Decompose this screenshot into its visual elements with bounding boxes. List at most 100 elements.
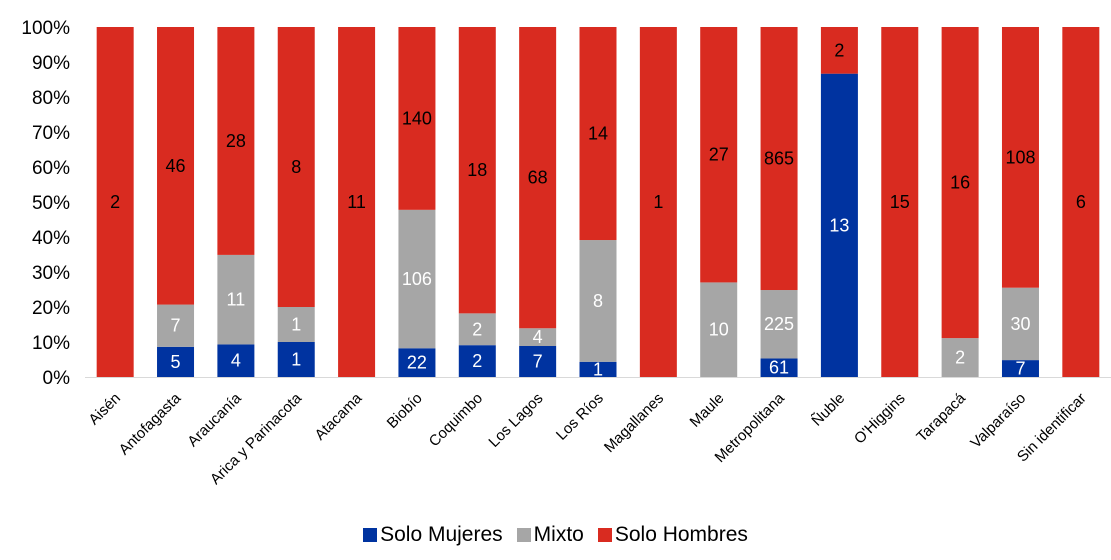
bar-segment [820,27,858,74]
data-label: 27 [709,145,729,165]
bar-segment [700,27,738,283]
bar-segment [458,313,496,346]
data-label: 2 [955,348,965,368]
bar-segment [941,27,979,339]
x-tick-label: Valparaíso [967,390,1029,452]
x-tick-label: Ñuble [808,390,848,430]
data-label: 1 [291,315,301,335]
data-label: 140 [402,108,432,128]
bar-segment [217,254,255,345]
bar-segment [881,27,919,377]
data-label: 4 [533,327,543,347]
bar-segment [96,27,134,377]
x-tick-label: O'Higgins [851,390,909,448]
bar-segment [277,307,315,342]
legend-label: Solo Hombres [614,523,748,546]
data-label: 16 [950,173,970,193]
data-label: 10 [709,320,729,340]
data-label: 225 [764,314,794,334]
bar-segment [157,27,195,305]
data-label: 22 [407,353,427,373]
bar-segment [157,346,195,377]
x-tick-label: Los Ríos [553,390,607,444]
bar-segment [579,361,617,377]
bar-segment [519,328,557,346]
legend-label: Solo Mujeres [380,523,503,546]
x-tick-label: Atacama [312,389,366,443]
data-label: 28 [226,131,246,151]
data-label: 865 [764,149,794,169]
data-label: 2 [834,40,844,60]
data-label: 2 [472,319,482,339]
bar-segment [1001,287,1039,361]
legend-label: Mixto [533,523,584,546]
bars: 2574641128118112210614022187468181411027… [96,27,1100,379]
data-label: 7 [1015,359,1025,379]
y-tick-label: 100% [21,18,70,39]
x-tick-label: Tarapacá [913,389,969,445]
bar-segment [458,345,496,377]
data-label: 108 [1005,147,1035,167]
data-label: 7 [171,316,181,336]
data-label: 8 [291,157,301,177]
data-label: 5 [171,352,181,372]
bar-segment [338,27,376,377]
data-label: 6 [1076,192,1086,212]
data-label: 2 [110,192,120,212]
data-label: 68 [528,168,548,188]
y-tick-label: 40% [32,228,70,249]
bar-segment [217,27,255,255]
bar-segment [217,344,255,377]
bar-segment [1001,27,1039,288]
bar-segment [398,209,436,349]
y-tick-label: 90% [32,53,70,74]
bar-segment [760,358,798,377]
bar-segment [277,27,315,307]
x-tick-label: Los Lagos [485,390,546,451]
x-tick-label: Magallanes [601,390,667,456]
data-label: 2 [472,351,482,371]
data-label: 18 [467,160,487,180]
legend: Solo Mujeres Mixto Solo Hombres [0,523,1111,547]
bar-segment [700,282,738,377]
y-tick-label: 60% [32,158,70,179]
y-tick-label: 50% [32,193,70,214]
y-tick-label: 80% [32,88,70,109]
x-tick-label: Aisén [85,390,124,429]
stacked-bar-chart: 0%10%20%30%40%50%60%70%80%90%100% 257464… [21,18,1111,488]
data-label: 15 [890,192,910,212]
bar-segment [579,27,617,241]
bar-segment [639,27,677,377]
data-label: 106 [402,269,432,289]
y-tick-label: 70% [32,123,70,144]
data-label: 7 [533,351,543,371]
bar-segment [820,73,858,378]
data-label: 30 [1010,314,1030,334]
y-tick-label: 0% [43,368,71,389]
bar-segment [519,345,557,377]
x-tick-label: Araucanía [184,389,245,450]
data-label: 8 [593,291,603,311]
data-label: 4 [231,351,241,371]
data-label: 11 [347,192,366,212]
legend-swatch [597,528,612,542]
data-label: 46 [166,156,186,176]
data-label: 1 [593,359,603,379]
y-tick-label: 10% [32,333,70,354]
bar-segment [519,27,557,329]
x-tick-label: Maule [687,390,728,431]
bar-segment [1062,27,1100,377]
bar-segment [1001,360,1039,377]
bar-segment [760,290,798,359]
data-label: 13 [829,215,849,235]
x-tick-label: Biobío [384,390,426,432]
y-tick-label: 20% [32,298,70,319]
bar-segment [458,27,496,314]
bar-segment [941,338,979,377]
legend-item: Solo Mujeres [363,523,503,547]
bar-segment [760,27,798,291]
legend-swatch [516,528,531,542]
legend-item: Solo Hombres [597,523,748,547]
x-tick-label: Antofagasta [116,389,185,458]
